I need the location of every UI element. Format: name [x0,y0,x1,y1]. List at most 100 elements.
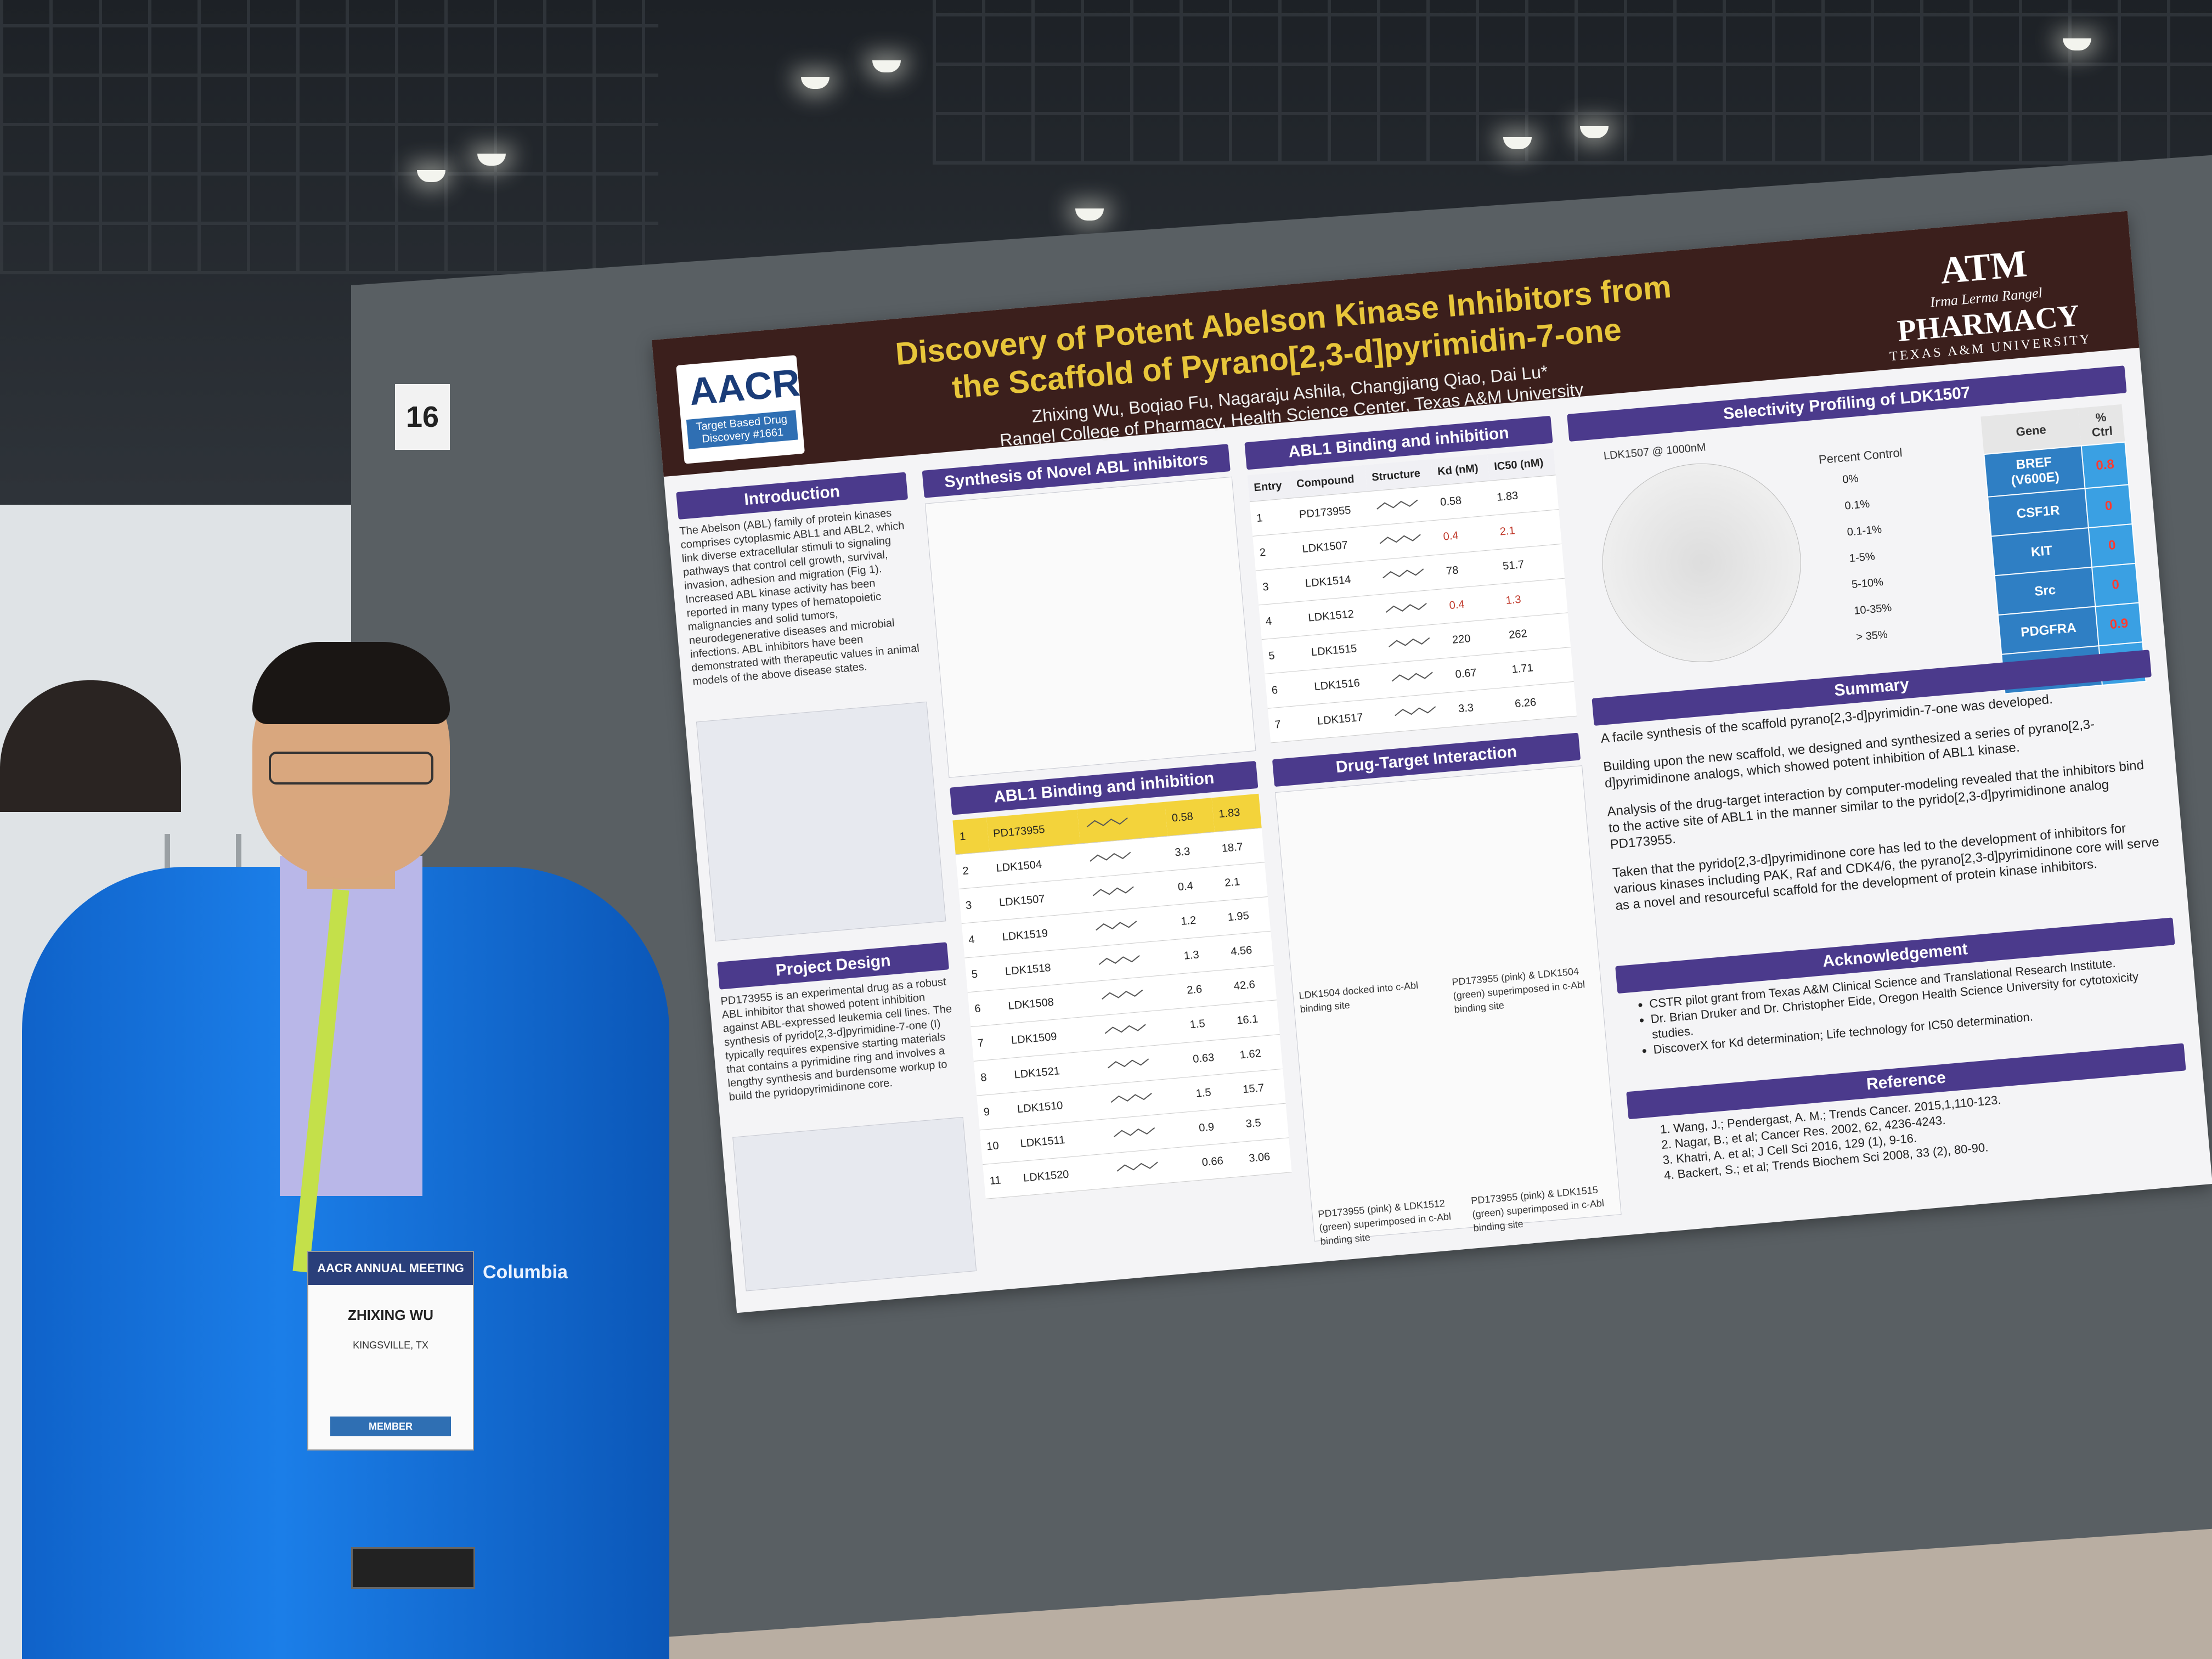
table-cell: 2.6 [1180,969,1230,1008]
table-cell: 3 [958,886,996,924]
ceiling-lamp [2063,38,2091,50]
table-cell: 0.58 [1165,798,1215,836]
table-row: 10 LDK1511 0.9 3.5 [979,1103,1289,1165]
legend-item: 0% [1842,472,1859,486]
ctrl-cell: 0.9 [2095,602,2143,646]
table-header: Entry [1247,471,1293,502]
table-cell: 4 [961,920,998,958]
structure-cell [1367,486,1437,526]
glasses [269,752,433,785]
dock-caption-4: PD173955 (pink) & LDK1515 (green) superi… [1470,1184,1605,1234]
table-cell: 2 [1252,532,1299,571]
table-row: 5 LDK1518 1.3 4.56 [964,931,1274,992]
badge-member: MEMBER [330,1417,451,1436]
table-cell: 2 [955,851,992,889]
table-cell: 3 [1255,567,1301,605]
shirt [280,856,422,1196]
table-row: 3 LDK1507 0.4 2.1 [958,862,1268,924]
table-cell: 0.58 [1433,481,1493,521]
table-cell: 11 [983,1161,1020,1199]
table-cell: LDK1512 [1301,595,1380,636]
badge-header: AACR ANNUAL MEETING [308,1252,473,1285]
table-cell: 0.67 [1448,653,1508,692]
table-cell: 7 [970,1024,1008,1062]
table-row: 3 LDK1514 78 51.7 [1255,544,1565,605]
table-cell: 0.4 [1442,584,1502,624]
table-cell: LDK1516 [1307,663,1386,705]
structure-cell [1077,802,1168,844]
table-cell: LDK1515 [1304,629,1383,670]
ceiling-truss [0,0,658,274]
structure-cell [1373,554,1443,595]
table-cell: 9 [977,1092,1014,1130]
table-cell: 51.7 [1496,544,1565,584]
table-cell: 6 [967,989,1005,1027]
structure-cell [1379,623,1448,664]
table-cell: LDK1507 [1295,526,1374,567]
table-cell: 1.3 [1177,935,1227,974]
ceiling-lamp [1580,126,1609,138]
jacket-brand-logo: Columbia [483,1262,568,1283]
table-cell: 5 [1261,635,1307,674]
table-cell: 6.26 [1508,681,1577,722]
ceiling-lamp [872,60,901,72]
ceiling-lamp [1075,208,1104,221]
legend-item: 5-10% [1851,576,1884,591]
legend-item: 0.1% [1844,498,1871,512]
selectivity-caption: LDK1507 @ 1000nM [1603,441,1707,462]
synthesis-scheme [924,476,1256,778]
ctrl-cell: 0.8 [2081,442,2129,489]
structure-cell [1385,692,1454,733]
table-cell: LDK1517 [1310,698,1389,740]
table-row: 4 LDK1519 1.2 1.95 [961,896,1271,958]
table-cell: 5 [964,955,1002,992]
structure-cell [1080,836,1171,878]
aacr-logo: AACR Target Based Drug Discovery #1661 [676,355,805,464]
table-cell: 7 [1267,704,1313,743]
table-cell: 3.3 [1451,687,1511,727]
table-row: 6 LDK1516 0.67 1.71 [1265,647,1574,709]
structure-cell [1107,1146,1198,1188]
hair [252,642,450,724]
table-cell: 4 [1259,601,1305,640]
dock-caption-3: PD173955 (pink) & LDK1512 (green) superi… [1317,1198,1452,1247]
structure-cell [1104,1111,1195,1154]
table-cell: 1.71 [1505,647,1574,687]
table-cell: PD173955 [1292,491,1370,533]
belt-buckle [351,1547,475,1589]
table-row: 7 LDK1509 1.5 16.1 [970,1000,1280,1062]
ceiling-lamp [1503,137,1532,149]
introduction-text: The Abelson (ABL) family of protein kina… [679,507,920,688]
table-cell: LDK1514 [1298,560,1376,602]
legend-item: 0.1-1% [1846,523,1882,539]
tamu-pharmacy-logo: ATM Irma Lerma Rangel PHARMACY TEXAS A&M… [1856,235,2117,364]
table-cell: 1.5 [1189,1073,1239,1112]
ceiling-lamp [801,77,830,89]
badge-name: ZHIXING WU [348,1307,433,1323]
name-badge: AACR ANNUAL MEETING ZHIXING WU KINGSVILL… [307,1251,474,1451]
structure-cell [1086,905,1177,947]
presenter: Columbia AACR ANNUAL MEETING ZHIXING WU … [22,642,669,1659]
ctrl-cell: 0 [2092,563,2140,607]
table-cell: 3.3 [1167,832,1218,871]
table-cell: 4.56 [1223,931,1274,970]
legend-item: 1-5% [1849,550,1876,565]
project-scheme-figure [732,1116,977,1291]
table-cell: 0.4 [1171,866,1221,905]
structure-cell [1382,658,1452,698]
ctrl-header: % Ctrl [2078,404,2125,446]
table-cell: 1 [1249,498,1295,537]
table-row: 11 LDK1520 0.66 3.06 [983,1137,1292,1199]
structure-cell [1101,1077,1192,1119]
table-cell: 1.2 [1173,900,1224,940]
table-cell: 2.1 [1493,509,1562,550]
ceiling-truss [933,0,2212,165]
table-cell: 1.3 [1499,578,1568,619]
table-cell: 10 [979,1127,1017,1165]
table-cell: 2.1 [1217,862,1268,901]
legend-item: 10-35% [1853,601,1893,617]
structure-cell [1089,939,1180,981]
table-cell: 1.83 [1211,793,1262,832]
table-cell: 0.9 [1192,1107,1242,1146]
table-cell: 18.7 [1215,827,1265,867]
